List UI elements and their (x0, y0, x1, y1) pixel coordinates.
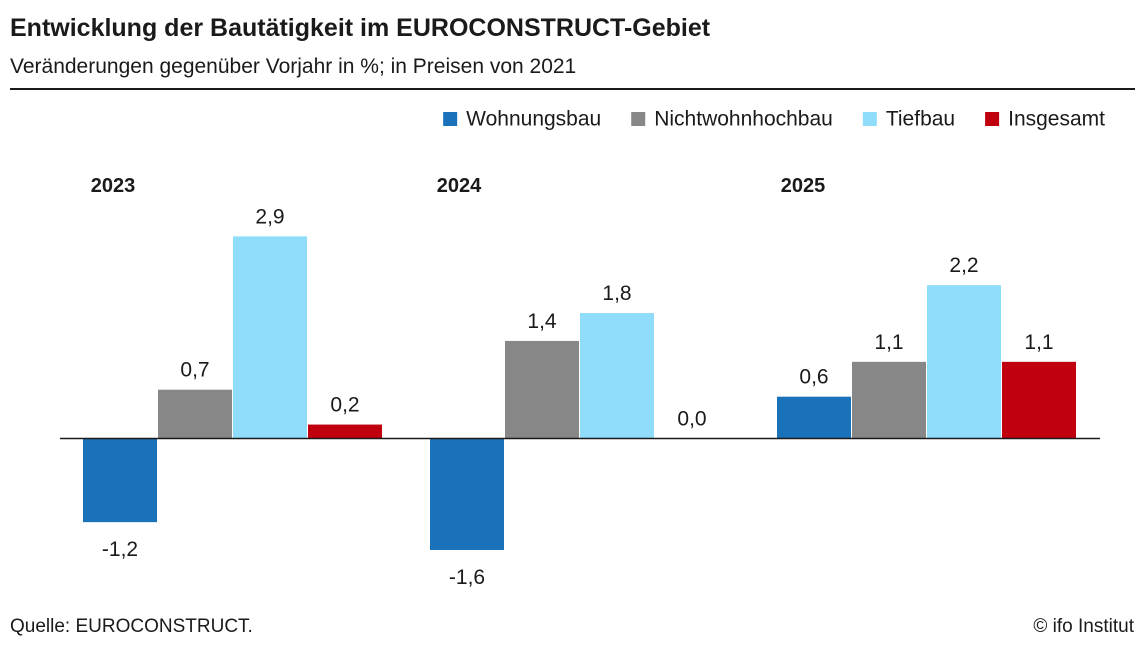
bar-marks (83, 236, 1076, 551)
bar-2025-nichtwohnhochbau (852, 361, 926, 439)
legend-item-nichtwohnhochbau: Nichtwohnhochbau (631, 108, 833, 131)
value-label-2024-nichtwohnhochbau: 1,4 (527, 310, 557, 333)
bar-2025-wohnungsbau (777, 396, 851, 439)
value-label-2023-nichtwohnhochbau: 0,7 (180, 359, 209, 382)
chart-title: Entwicklung der Bautätigkeit im EUROCONS… (10, 14, 711, 42)
value-label-2024-tiefbau: 1,8 (602, 282, 631, 305)
bar-2023-tiefbau (233, 236, 307, 439)
copyright-note: © ifo Institut (1033, 616, 1134, 637)
legend-swatch-insgesamt (985, 112, 1000, 126)
bar-2023-wohnungsbau (83, 438, 157, 523)
chart-legend: Wohnungsbau Nichtwohnhochbau Tiefbau Insges… (443, 108, 1105, 131)
legend-label-insgesamt: Insgesamt (1008, 108, 1105, 131)
bar-2023-nichtwohnhochbau (158, 389, 232, 439)
legend-item-tiefbau: Tiefbau (862, 108, 955, 131)
value-label-2025-insgesamt: 1,1 (1024, 331, 1053, 354)
value-label-2024-insgesamt: 0,0 (677, 408, 706, 431)
value-label-2025-wohnungsbau: 0,6 (799, 366, 828, 389)
bar-2024-tiefbau (580, 313, 654, 439)
bar-2024-nichtwohnhochbau (505, 340, 579, 439)
title-divider (10, 88, 1135, 90)
legend-swatch-tiefbau (862, 112, 877, 126)
legend-label-nichtwohnhochbau: Nichtwohnhochbau (654, 108, 833, 131)
legend-item-insgesamt: Insgesamt (985, 108, 1105, 131)
value-label-2024-wohnungsbau: -1,6 (449, 566, 485, 589)
value-label-2023-tiefbau: 2,9 (255, 205, 284, 228)
value-label-2023-insgesamt: 0,2 (330, 394, 359, 417)
category-label-2025: 2025 (781, 175, 826, 197)
value-label-2023-wohnungsbau: -1,2 (102, 538, 138, 561)
bar-2024-wohnungsbau (430, 438, 504, 551)
bar-2023-insgesamt (308, 424, 382, 439)
value-labels: -1,2 0,7 2,9 0,2 -1,6 1,4 1,8 0,0 0,6 1,1 2,2 1,1 (102, 205, 1054, 589)
legend-swatch-wohnungsbau (443, 112, 458, 126)
legend-label-tiefbau: Tiefbau (886, 108, 955, 131)
category-label-2024: 2024 (437, 175, 482, 197)
legend-swatch-nichtwohnhochbau (631, 112, 646, 126)
value-label-2025-nichtwohnhochbau: 1,1 (874, 331, 903, 354)
chart-subtitle: Veränderungen gegenüber Vorjahr in %; in… (10, 55, 577, 78)
value-label-2025-tiefbau: 2,2 (949, 254, 978, 277)
category-label-2023: 2023 (91, 175, 136, 197)
bar-chart: Wohnungsbau Nichtwohnhochbau Tiefbau Insges… (60, 108, 1105, 589)
bar-2025-tiefbau (927, 285, 1001, 439)
source-note: Quelle: EUROCONSTRUCT. (10, 616, 253, 637)
bar-2025-insgesamt (1002, 361, 1076, 439)
category-labels: 2023 2024 2025 (91, 175, 826, 197)
legend-label-wohnungsbau: Wohnungsbau (466, 108, 601, 131)
legend-item-wohnungsbau: Wohnungsbau (443, 108, 601, 131)
